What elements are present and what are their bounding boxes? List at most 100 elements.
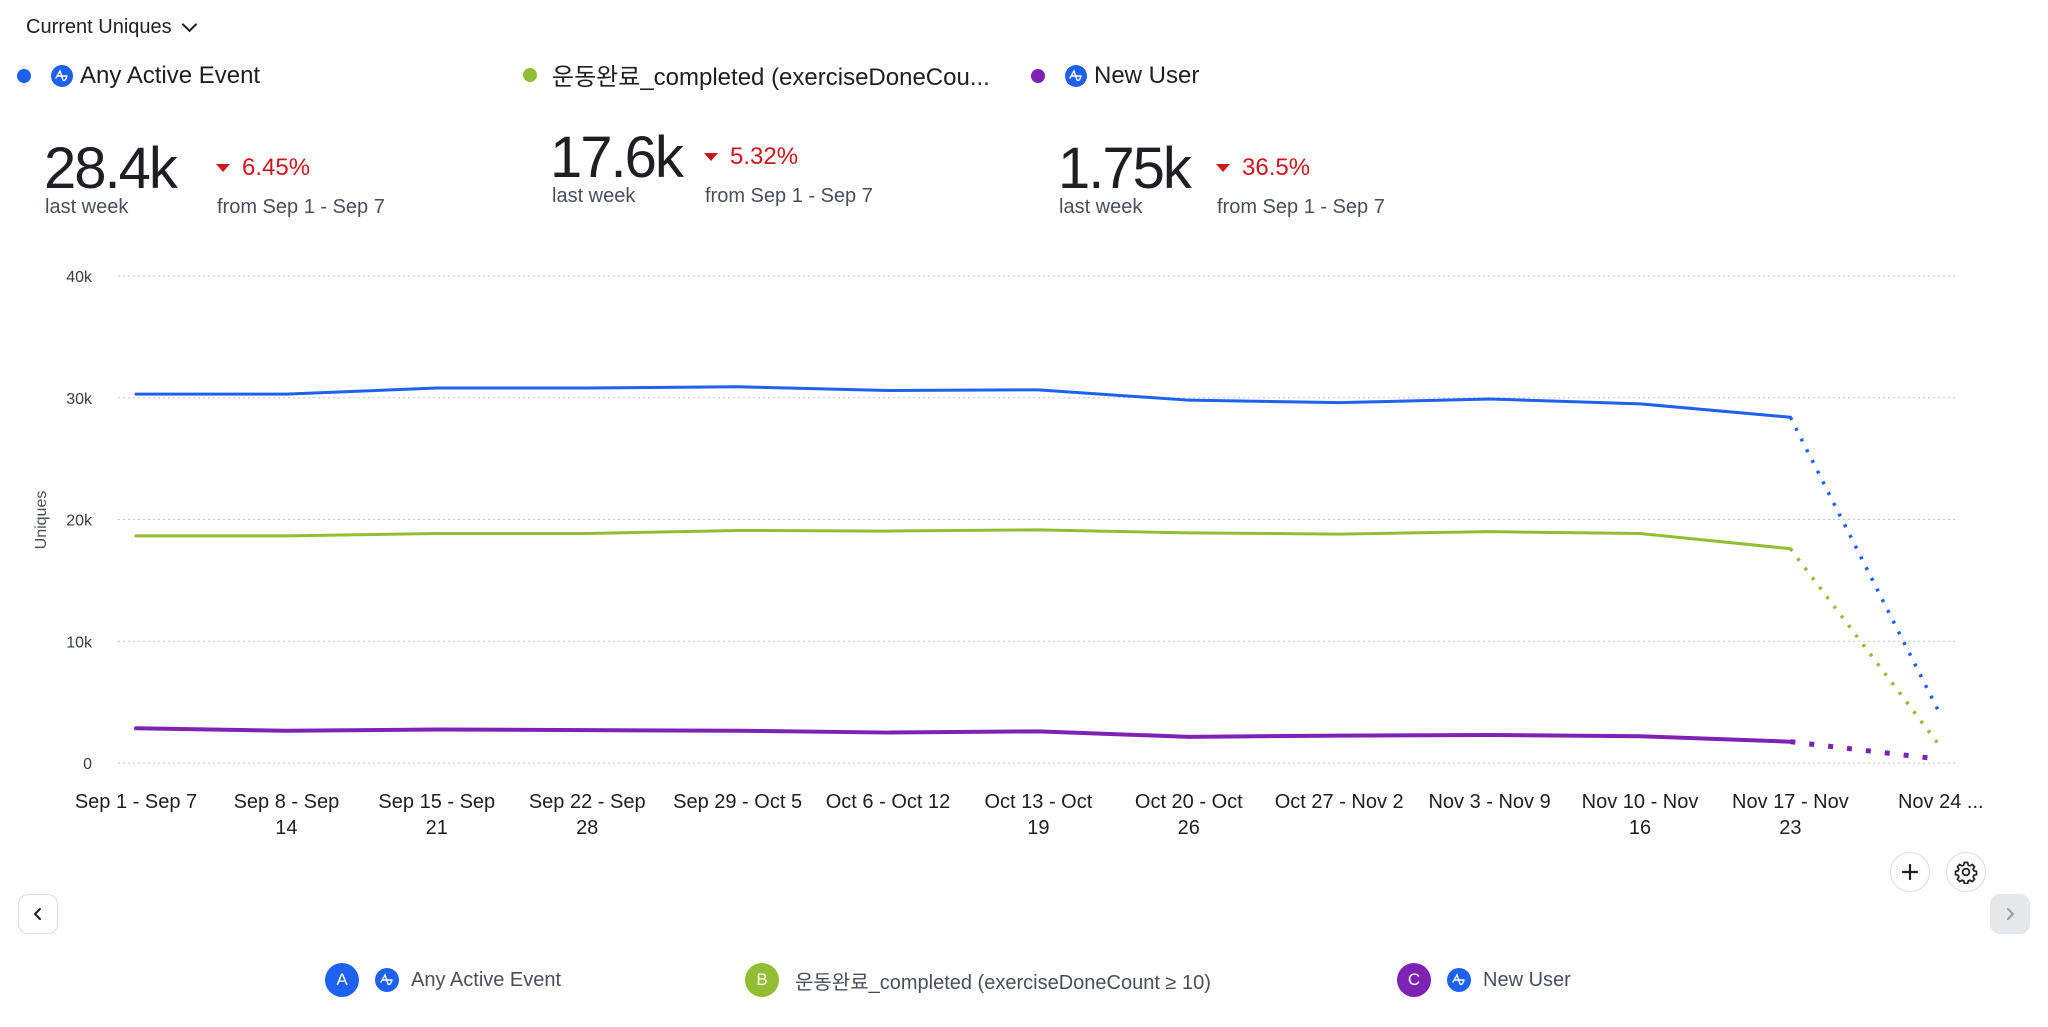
series-line-new[interactable] xyxy=(134,726,1793,744)
scroll-left-button[interactable] xyxy=(18,894,58,934)
data-point[interactable] xyxy=(1183,394,1195,406)
data-point[interactable] xyxy=(1935,753,1947,765)
legend-badge: C xyxy=(1397,963,1431,997)
data-point[interactable] xyxy=(1784,543,1796,555)
data-point[interactable] xyxy=(581,382,593,394)
data-point[interactable] xyxy=(280,388,292,400)
legend-label: New User xyxy=(1483,968,1571,991)
data-point[interactable] xyxy=(130,530,142,542)
legend-badge: A xyxy=(325,963,359,997)
data-point[interactable] xyxy=(1333,528,1345,540)
data-point[interactable] xyxy=(1183,731,1195,743)
data-point[interactable] xyxy=(280,530,292,542)
series-color-dot xyxy=(1031,69,1045,83)
data-point[interactable] xyxy=(130,388,142,400)
series-header-b[interactable]: 운동완료_completed (exerciseDoneCou... xyxy=(523,57,990,92)
delta-a: 6.45% xyxy=(216,154,310,182)
delta-from-c: from Sep 1 - Sep 7 xyxy=(1217,196,1385,218)
y-tick-label: 30k xyxy=(66,391,93,408)
data-point[interactable] xyxy=(1935,741,1947,753)
data-point[interactable] xyxy=(130,722,142,734)
data-point[interactable] xyxy=(280,725,292,737)
data-point[interactable] xyxy=(1784,411,1796,423)
data-point[interactable] xyxy=(1183,527,1195,539)
stat-value-b: 17.6k xyxy=(550,125,684,190)
data-point[interactable] xyxy=(581,724,593,736)
x-tick-label: Nov 24 ... xyxy=(1898,791,1984,813)
plus-icon xyxy=(1901,863,1919,881)
scroll-right-button[interactable] xyxy=(1990,894,2030,934)
data-point[interactable] xyxy=(431,528,443,540)
legend-badge: B xyxy=(745,963,779,997)
metric-dropdown[interactable]: Current Uniques xyxy=(26,16,197,39)
x-tick-label: Oct 20 - Oct 26 xyxy=(1135,791,1243,839)
data-point[interactable] xyxy=(1484,729,1496,741)
data-point[interactable] xyxy=(1484,526,1496,538)
data-point[interactable] xyxy=(1634,398,1646,410)
x-tick-label: Oct 27 - Nov 2 xyxy=(1275,791,1404,813)
chevron-down-icon xyxy=(181,16,197,33)
data-point[interactable] xyxy=(1032,384,1044,396)
data-point[interactable] xyxy=(431,724,443,736)
series-header-label: 운동완료_completed (exerciseDoneCou... xyxy=(552,64,990,91)
data-point[interactable] xyxy=(1333,397,1345,409)
stat-period-c: last week xyxy=(1059,196,1143,218)
legend-item-c[interactable]: C New User xyxy=(1397,963,1571,997)
legend-label: Any Active Event xyxy=(411,968,562,991)
data-point[interactable] xyxy=(1032,524,1044,536)
legend-item-a[interactable]: A Any Active Event xyxy=(325,963,561,997)
x-tick-label: Sep 8 - Sep 14 xyxy=(234,791,340,839)
amplitude-event-icon xyxy=(51,65,73,87)
legend-item-b[interactable]: B 운동완료_completed (exerciseDoneCount ≥ 10… xyxy=(745,963,1211,997)
series-incomplete-line[interactable] xyxy=(1790,739,1942,762)
stat-period-b: last week xyxy=(552,185,636,207)
x-tick-label: Oct 6 - Oct 12 xyxy=(826,791,950,813)
series-line-any[interactable] xyxy=(134,385,1792,419)
data-point[interactable] xyxy=(1333,730,1345,742)
series-incomplete-line[interactable] xyxy=(1788,416,1943,717)
amplitude-event-icon xyxy=(1065,65,1087,87)
gear-icon xyxy=(1954,861,1978,884)
add-button[interactable] xyxy=(1890,852,1930,892)
data-point[interactable] xyxy=(882,384,894,396)
amplitude-event-icon xyxy=(1447,968,1471,992)
series-header-a[interactable]: Any Active Event xyxy=(17,62,260,90)
y-axis-label: Uniques xyxy=(33,491,50,550)
down-triangle-icon xyxy=(704,153,718,161)
data-point[interactable] xyxy=(581,528,593,540)
data-point[interactable] xyxy=(1484,393,1496,405)
x-tick-label: Nov 10 - Nov 16 xyxy=(1582,791,1699,839)
series-header-label: New User xyxy=(1094,62,1200,89)
delta-from-a: from Sep 1 - Sep 7 xyxy=(217,196,385,218)
series-incomplete-line[interactable] xyxy=(1789,547,1943,749)
series-header-label: Any Active Event xyxy=(80,62,261,89)
data-point[interactable] xyxy=(431,382,443,394)
y-tick-label: 0 xyxy=(83,756,92,773)
data-point[interactable] xyxy=(1634,528,1646,540)
legend-label: 운동완료_completed (exerciseDoneCount ≥ 10) xyxy=(795,971,1211,994)
delta-from-b: from Sep 1 - Sep 7 xyxy=(705,185,873,207)
data-point[interactable] xyxy=(882,727,894,739)
x-tick-label: Oct 13 - Oct 19 xyxy=(984,791,1092,839)
series-color-dot xyxy=(17,69,31,83)
stat-value-a: 28.4k xyxy=(44,136,178,201)
amplitude-event-icon xyxy=(375,968,399,992)
data-point[interactable] xyxy=(732,725,744,737)
series-header-c[interactable]: New User xyxy=(1031,62,1199,90)
data-point[interactable] xyxy=(732,381,744,393)
y-tick-label: 10k xyxy=(66,634,93,651)
line-chart[interactable]: Uniques 0 10k 20k 30k 40k Sep 1 - Sep 7 Sep 8… xyxy=(0,250,2048,850)
metric-dropdown-label: Current Uniques xyxy=(26,16,172,38)
down-triangle-icon xyxy=(1216,164,1230,172)
data-point[interactable] xyxy=(1935,710,1947,722)
data-point[interactable] xyxy=(732,524,744,536)
stat-period-a: last week xyxy=(45,196,129,218)
series-line-운동완료_completed[interactable] xyxy=(134,528,1792,551)
data-point[interactable] xyxy=(1784,736,1796,748)
data-point[interactable] xyxy=(882,525,894,537)
y-tick-label: 40k xyxy=(66,269,93,286)
chart-settings-button[interactable] xyxy=(1946,852,1986,892)
data-point[interactable] xyxy=(1634,730,1646,742)
x-tick-label: Nov 17 - Nov 23 xyxy=(1732,791,1849,839)
data-point[interactable] xyxy=(1032,725,1044,737)
